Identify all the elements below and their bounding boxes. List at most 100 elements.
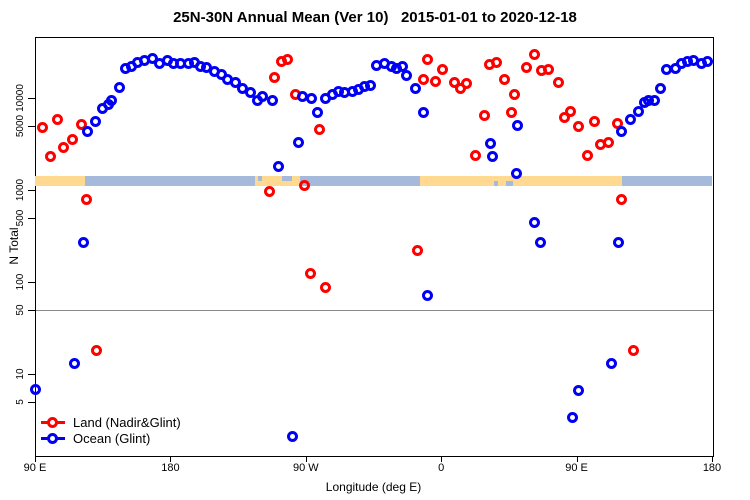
data-point-ocean — [113, 82, 125, 94]
y-tick-label: 10 — [15, 368, 26, 380]
data-point-ocean — [82, 126, 94, 138]
land-marker-icon — [41, 416, 65, 428]
surface-band-segment-ocean — [299, 175, 421, 186]
data-point-ocean — [528, 217, 540, 229]
data-point-land — [602, 136, 614, 148]
y-axis-tick — [28, 309, 35, 311]
data-point-ocean — [616, 126, 628, 138]
x-tick-label: 180 — [161, 462, 180, 474]
data-point-ocean — [267, 94, 279, 106]
data-point-ocean — [401, 69, 413, 81]
data-point-land — [304, 267, 316, 279]
data-point-land — [461, 77, 473, 89]
surface-band-segment-ocean — [84, 175, 255, 186]
data-point-ocean — [649, 94, 661, 106]
data-point-ocean — [89, 116, 101, 128]
data-point-land — [509, 88, 521, 100]
data-point-ocean — [422, 289, 434, 301]
surface-band-ocean-patch — [281, 175, 293, 181]
data-point-ocean — [77, 236, 89, 248]
data-point-land — [498, 74, 510, 86]
data-point-land — [422, 53, 434, 65]
y-axis-tick — [28, 98, 35, 99]
y-axis-tick — [28, 282, 35, 283]
y-tick-label: 100 — [15, 273, 26, 291]
y-tick-label: 10000 — [15, 84, 26, 112]
data-point-land — [264, 185, 276, 197]
data-point-land — [76, 118, 88, 130]
data-point-land — [572, 121, 584, 132]
data-point-land — [91, 345, 103, 356]
data-point-land — [282, 53, 294, 65]
data-point-ocean — [486, 150, 498, 162]
data-point-land — [470, 149, 482, 161]
legend-item-land: Land (Nadir&Glint) — [41, 414, 181, 430]
data-point-land — [565, 106, 577, 118]
x-axis-tick — [712, 456, 713, 462]
data-point-land — [553, 76, 565, 88]
x-axis-tick — [35, 456, 36, 462]
data-point-ocean — [566, 411, 578, 423]
x-tick-label: 90 E — [23, 462, 47, 474]
data-point-land — [437, 63, 449, 75]
legend: Land (Nadir&Glint) Ocean (Glint) — [41, 414, 181, 446]
data-point-land — [521, 61, 533, 73]
y-axis-tick — [28, 374, 35, 375]
y-axis-tick — [28, 217, 35, 219]
legend-label-land: Land (Nadir&Glint) — [73, 414, 181, 430]
data-point-land — [528, 48, 540, 60]
data-point-ocean — [701, 55, 713, 67]
data-point-ocean — [286, 430, 298, 442]
data-point-ocean — [613, 236, 625, 248]
data-point-land — [58, 141, 70, 153]
data-point-land — [616, 194, 628, 206]
surface-band-segment-land — [35, 175, 85, 186]
surface-band-segment-ocean — [621, 175, 712, 186]
x-tick-label: 180 — [702, 462, 722, 474]
data-point-land — [581, 149, 593, 161]
data-point-ocean — [510, 167, 522, 179]
legend-item-ocean: Ocean (Glint) — [41, 430, 181, 446]
data-point-ocean — [29, 383, 41, 395]
data-point-land — [44, 151, 56, 163]
data-point-land — [429, 75, 441, 87]
data-point-ocean — [655, 82, 667, 94]
data-point-ocean — [292, 136, 304, 148]
data-point-land — [268, 72, 280, 84]
data-point-land — [559, 111, 571, 123]
data-point-ocean — [68, 358, 80, 370]
data-point-land — [449, 76, 461, 88]
x-axis-tick — [576, 456, 578, 462]
data-point-land — [313, 124, 325, 136]
legend-label-ocean: Ocean (Glint) — [73, 430, 151, 446]
data-point-land — [52, 114, 64, 126]
data-point-ocean — [364, 79, 376, 91]
data-point-land — [479, 110, 491, 122]
data-point-ocean — [625, 114, 637, 126]
surface-band-ocean-patch — [257, 175, 263, 181]
data-point-ocean — [534, 236, 546, 248]
data-point-ocean — [106, 94, 118, 106]
data-point-ocean — [572, 384, 584, 396]
data-point-ocean — [485, 138, 497, 150]
data-point-land — [37, 121, 49, 133]
surface-band-ocean-patch — [505, 180, 514, 186]
y-tick-label: 1000 — [15, 178, 26, 202]
surface-band-segment-land — [420, 175, 622, 186]
data-point-ocean — [632, 105, 644, 117]
chart-title: 25N-30N Annual Mean (Ver 10) 2015-01-01 … — [173, 9, 577, 26]
plot-area: Land (Nadir&Glint) Ocean (Glint) — [29, 37, 714, 457]
data-point-ocean — [273, 161, 285, 172]
surface-band-segment-land — [254, 175, 300, 186]
ocean-marker-icon — [41, 432, 65, 444]
reference-line-50 — [36, 309, 713, 311]
data-point-land — [491, 56, 503, 68]
x-axis-tick — [441, 456, 443, 462]
data-point-land — [506, 107, 518, 119]
data-point-ocean — [229, 76, 241, 88]
data-point-land — [417, 74, 429, 86]
data-point-land — [589, 116, 601, 128]
data-point-land — [542, 63, 554, 75]
data-point-land — [80, 194, 92, 206]
